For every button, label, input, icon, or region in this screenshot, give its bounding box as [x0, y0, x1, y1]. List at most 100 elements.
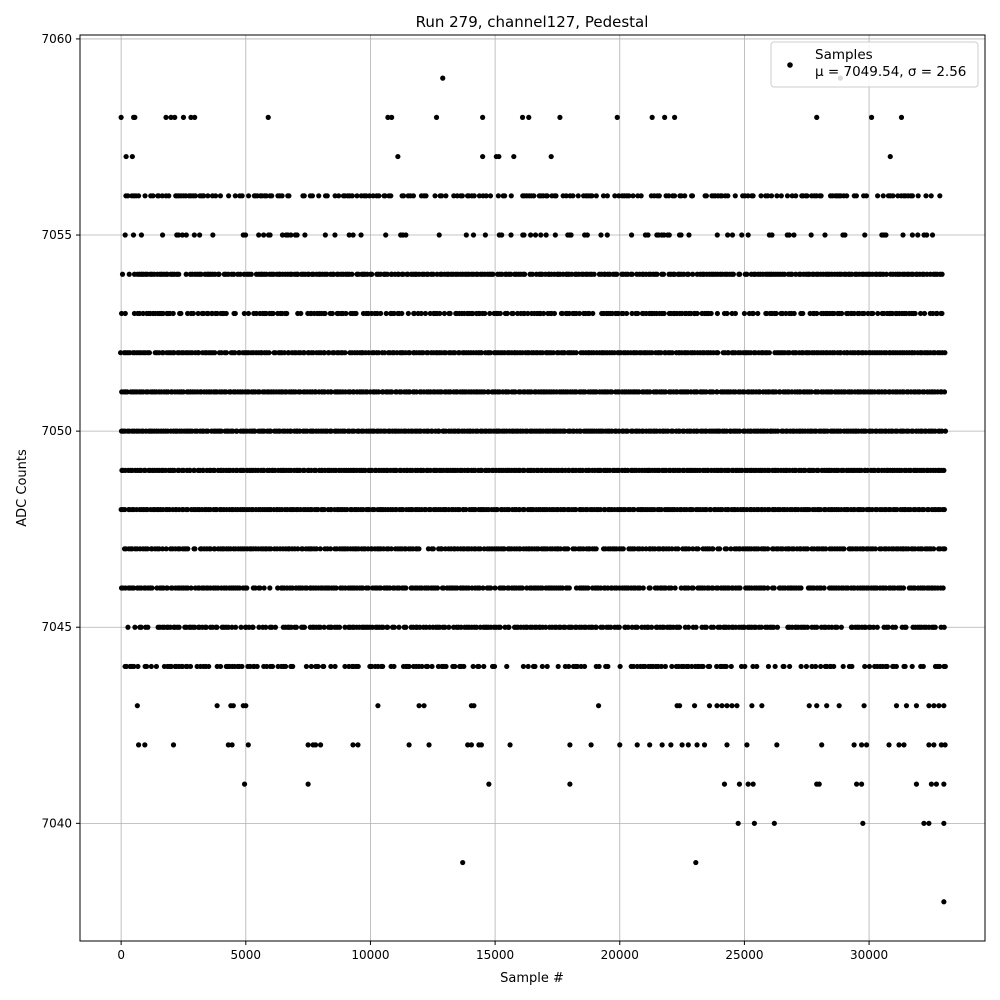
- data-point: [909, 663, 915, 670]
- data-point: [548, 153, 554, 160]
- data-point: [940, 585, 946, 591]
- data-point: [223, 310, 229, 317]
- data-point: [924, 232, 930, 238]
- data-point: [494, 506, 500, 513]
- data-point: [730, 271, 737, 277]
- data-point: [267, 585, 273, 591]
- data-point: [232, 193, 238, 199]
- data-point: [191, 232, 197, 238]
- data-point: [737, 271, 743, 277]
- data-point: [567, 742, 573, 748]
- data-point: [649, 624, 655, 630]
- data-point: [225, 624, 231, 630]
- data-point: [630, 663, 637, 670]
- data-point: [671, 271, 678, 277]
- data-point: [525, 310, 531, 317]
- data-point: [245, 310, 252, 317]
- data-point: [163, 546, 169, 552]
- data-point: [242, 232, 249, 238]
- data-point: [654, 271, 660, 277]
- data-point: [171, 350, 177, 356]
- data-point: [170, 310, 176, 317]
- data-point: [328, 389, 334, 395]
- data-point: [860, 506, 866, 513]
- data-point: [286, 193, 292, 199]
- data-point: [400, 271, 406, 277]
- data-point: [758, 193, 764, 199]
- data-point: [732, 193, 738, 199]
- data-point: [207, 546, 214, 552]
- data-point: [812, 663, 819, 670]
- data-point: [682, 193, 688, 199]
- data-point: [690, 546, 696, 552]
- data-point: [745, 193, 751, 199]
- data-point: [708, 310, 714, 317]
- data-point: [939, 428, 945, 434]
- data-point: [745, 781, 751, 787]
- data-point: [694, 310, 700, 317]
- data-point: [886, 742, 892, 748]
- data-point: [263, 624, 269, 630]
- data-point: [183, 232, 189, 238]
- data-point: [804, 546, 811, 552]
- data-point: [600, 624, 606, 630]
- data-point: [553, 193, 559, 199]
- data-point: [917, 310, 924, 317]
- data-point: [623, 310, 630, 317]
- data-point: [903, 624, 909, 630]
- data-point: [253, 310, 259, 317]
- data-point: [447, 310, 453, 317]
- data-point: [872, 546, 878, 552]
- data-point: [568, 271, 575, 277]
- data-point: [933, 781, 939, 787]
- data-point: [183, 271, 189, 277]
- data-point: [217, 193, 224, 199]
- data-point: [188, 585, 194, 591]
- data-point: [912, 310, 918, 317]
- data-point: [385, 114, 391, 120]
- x-tick-label: 10000: [351, 948, 389, 962]
- data-point: [406, 663, 412, 670]
- data-point: [301, 624, 308, 630]
- data-point: [239, 193, 245, 199]
- data-point: [419, 663, 425, 670]
- data-point: [225, 742, 231, 748]
- data-point: [205, 193, 211, 199]
- data-point: [117, 350, 124, 356]
- data-point: [252, 428, 258, 434]
- data-point: [609, 389, 615, 395]
- data-point: [538, 232, 544, 238]
- data-point: [272, 624, 279, 630]
- data-point: [719, 703, 725, 709]
- data-point: [312, 742, 319, 748]
- data-point: [468, 742, 475, 748]
- data-point: [707, 663, 713, 670]
- data-point: [710, 585, 716, 591]
- data-point: [634, 742, 640, 748]
- data-point: [496, 153, 502, 160]
- data-point: [399, 310, 405, 317]
- data-point: [562, 624, 568, 630]
- data-point: [647, 389, 653, 395]
- data-point: [765, 663, 772, 670]
- data-point: [771, 624, 777, 630]
- data-point: [281, 350, 288, 356]
- data-point: [303, 663, 310, 670]
- data-point: [164, 585, 170, 591]
- data-point: [921, 506, 927, 513]
- data-point: [282, 663, 289, 670]
- data-point: [901, 742, 907, 748]
- data-point: [336, 193, 342, 199]
- data-point: [491, 663, 498, 670]
- data-point: [941, 624, 947, 630]
- data-point: [175, 232, 182, 238]
- data-point: [144, 546, 151, 552]
- data-point: [470, 663, 476, 670]
- data-point: [543, 624, 549, 630]
- data-point: [268, 546, 274, 552]
- data-point: [145, 624, 151, 630]
- data-point: [842, 232, 848, 238]
- data-point: [521, 467, 527, 473]
- data-point: [714, 703, 720, 709]
- data-point: [156, 193, 162, 199]
